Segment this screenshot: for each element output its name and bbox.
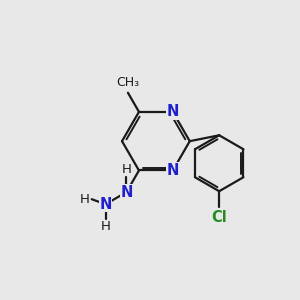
Text: H: H [100, 220, 110, 233]
Text: H: H [122, 163, 131, 176]
Text: N: N [99, 197, 112, 212]
Text: Cl: Cl [211, 210, 227, 225]
Text: CH₃: CH₃ [116, 76, 140, 89]
Text: N: N [167, 104, 179, 119]
Text: N: N [167, 163, 179, 178]
Text: H: H [80, 193, 89, 206]
Text: N: N [120, 185, 133, 200]
